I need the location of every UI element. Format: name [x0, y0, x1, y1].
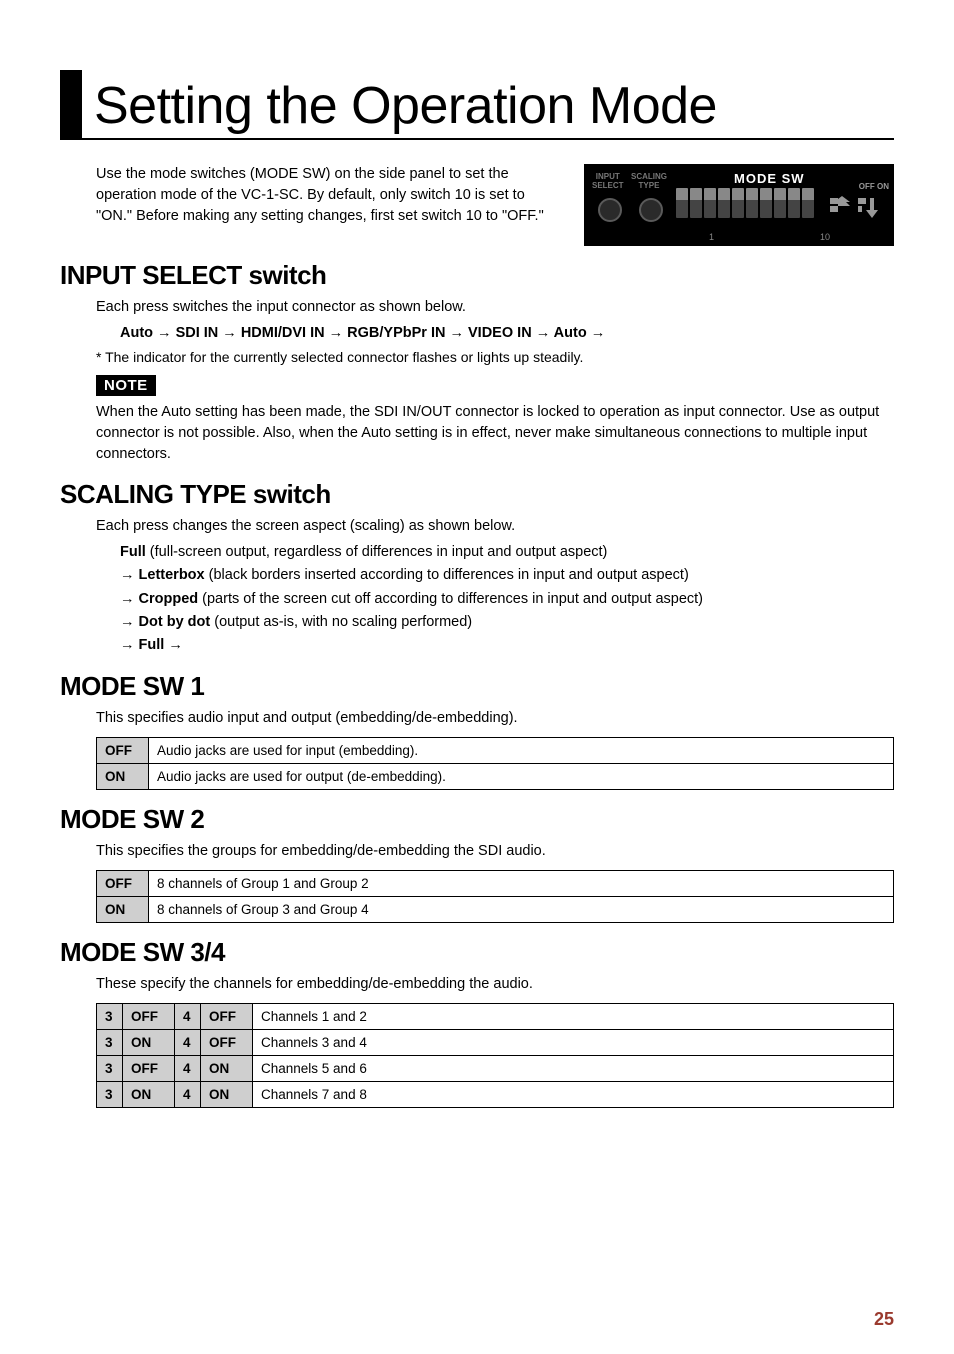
table-row: ONAudio jacks are used for output (de-em…: [97, 764, 894, 790]
dip-switch-icon: [760, 188, 772, 218]
input-select-heading: INPUT SELECT switch: [60, 260, 894, 291]
table-key: OFF: [97, 738, 149, 764]
table-key: ON: [201, 1056, 253, 1082]
mode-sw-1-lead: This specifies audio input and output (e…: [60, 708, 894, 729]
scaling-type-button-icon: [639, 198, 663, 222]
table-value: Channels 7 and 8: [253, 1082, 894, 1108]
mode-sw-title: MODE SW: [734, 171, 805, 186]
input-select-label: INPUT SELECT: [592, 173, 624, 191]
scaling-type-line: → Letterbox (black borders inserted acco…: [120, 564, 894, 587]
table-key: OFF: [97, 871, 149, 897]
title-accent-bar: [60, 70, 82, 138]
scaling-type-heading: SCALING TYPE switch: [60, 479, 894, 510]
scaling-type-label: SCALING TYPE: [631, 173, 667, 191]
table-row: OFFAudio jacks are used for input (embed…: [97, 738, 894, 764]
scaling-type-keyword: Cropped: [139, 591, 199, 607]
dip-switch-icon: [732, 188, 744, 218]
note-badge: NOTE: [96, 375, 156, 396]
table-value: Audio jacks are used for input (embeddin…: [149, 738, 894, 764]
mode-sw-2-table: OFF8 channels of Group 1 and Group 2ON8 …: [96, 870, 894, 923]
table-key: ON: [97, 764, 149, 790]
table-value: 8 channels of Group 1 and Group 2: [149, 871, 894, 897]
table-value: 8 channels of Group 3 and Group 4: [149, 897, 894, 923]
dip-index-1: 1: [709, 232, 714, 242]
table-row: 3OFF4ONChannels 5 and 6: [97, 1056, 894, 1082]
table-value: Channels 3 and 4: [253, 1030, 894, 1056]
scaling-type-keyword: Full: [139, 637, 165, 653]
dip-switch-icon: [718, 188, 730, 218]
input-select-button-icon: [598, 198, 622, 222]
table-row: OFF8 channels of Group 1 and Group 2: [97, 871, 894, 897]
table-key: OFF: [123, 1004, 175, 1030]
table-key: OFF: [123, 1056, 175, 1082]
table-key: OFF: [201, 1004, 253, 1030]
dip-switch-icon: [774, 188, 786, 218]
table-key: 3: [97, 1082, 123, 1108]
table-key: OFF: [201, 1030, 253, 1056]
off-on-label: OFF ON: [859, 182, 889, 191]
scaling-type-line: → Full →: [120, 634, 894, 657]
scaling-type-lead: Each press changes the screen aspect (sc…: [60, 516, 894, 537]
input-select-note-body: When the Auto setting has been made, the…: [60, 402, 894, 465]
direction-icons: [828, 194, 888, 224]
dip-switch-icon: [704, 188, 716, 218]
table-row: 3ON4ONChannels 7 and 8: [97, 1082, 894, 1108]
table-key: 4: [175, 1004, 201, 1030]
scaling-type-line: Full (full-screen output, regardless of …: [120, 541, 894, 564]
scaling-type-line: → Dot by dot (output as-is, with no scal…: [120, 611, 894, 634]
intro-row: Use the mode switches (MODE SW) on the s…: [60, 164, 894, 246]
scaling-type-keyword: Letterbox: [139, 567, 205, 583]
table-value: Audio jacks are used for output (de-embe…: [149, 764, 894, 790]
table-key: 3: [97, 1004, 123, 1030]
mode-sw-34-table: 3OFF4OFFChannels 1 and 23ON4OFFChannels …: [96, 1003, 894, 1108]
mode-sw-2-lead: This specifies the groups for embedding/…: [60, 841, 894, 862]
dip-switch-icon: [676, 188, 688, 218]
scaling-type-keyword: Full: [120, 544, 146, 560]
input-select-sequence-text: Auto → SDI IN → HDMI/DVI IN → RGB/YPbPr …: [120, 325, 605, 341]
table-key: ON: [201, 1082, 253, 1108]
table-row: 3ON4OFFChannels 3 and 4: [97, 1030, 894, 1056]
input-select-sequence: Auto → SDI IN → HDMI/DVI IN → RGB/YPbPr …: [60, 322, 894, 345]
table-key: 3: [97, 1030, 123, 1056]
page-number: 25: [874, 1309, 894, 1330]
dip-switch-row: [676, 188, 814, 218]
mode-sw-1-table: OFFAudio jacks are used for input (embed…: [96, 737, 894, 790]
table-row: ON8 channels of Group 3 and Group 4: [97, 897, 894, 923]
mode-sw-34-lead: These specify the channels for embedding…: [60, 974, 894, 995]
table-key: ON: [123, 1030, 175, 1056]
mode-sw-2-heading: MODE SW 2: [60, 804, 894, 835]
scaling-type-keyword: Dot by dot: [139, 614, 211, 630]
table-key: 4: [175, 1056, 201, 1082]
table-value: Channels 1 and 2: [253, 1004, 894, 1030]
mode-sw-1-heading: MODE SW 1: [60, 671, 894, 702]
table-key: 4: [175, 1030, 201, 1056]
table-key: 3: [97, 1056, 123, 1082]
dip-index-10: 10: [820, 232, 830, 242]
mode-sw-panel: MODE SW INPUT SELECT SCALING TYPE OFF ON…: [584, 164, 894, 246]
dip-switch-icon: [802, 188, 814, 218]
table-key: 4: [175, 1082, 201, 1108]
mode-sw-34-heading: MODE SW 3/4: [60, 937, 894, 968]
dip-switch-icon: [690, 188, 702, 218]
table-key: ON: [123, 1082, 175, 1108]
table-row: 3OFF4OFFChannels 1 and 2: [97, 1004, 894, 1030]
dip-switch-icon: [788, 188, 800, 218]
input-select-footnote: * The indicator for the currently select…: [60, 349, 894, 365]
input-select-lead: Each press switches the input connector …: [60, 297, 894, 318]
intro-paragraph: Use the mode switches (MODE SW) on the s…: [96, 164, 564, 246]
scaling-type-lines: Full (full-screen output, regardless of …: [60, 541, 894, 657]
table-value: Channels 5 and 6: [253, 1056, 894, 1082]
scaling-type-line: → Cropped (parts of the screen cut off a…: [120, 588, 894, 611]
page-title-block: Setting the Operation Mode: [60, 70, 894, 140]
table-key: ON: [97, 897, 149, 923]
dip-switch-icon: [746, 188, 758, 218]
page-title: Setting the Operation Mode: [94, 80, 717, 138]
